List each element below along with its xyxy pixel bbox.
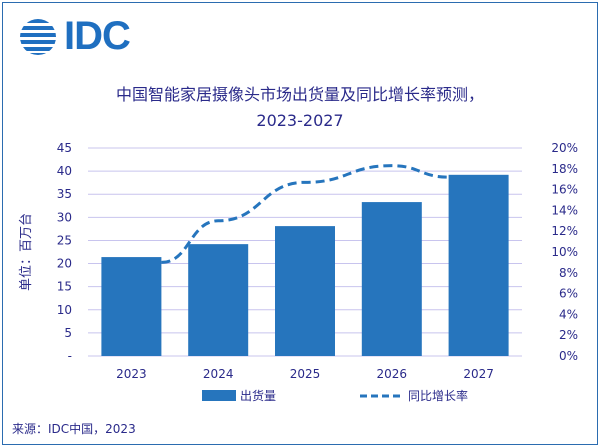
x-tick-label: 2027 — [463, 367, 494, 381]
y2-tick-label: 20% — [551, 141, 578, 155]
logo-text: IDC — [64, 14, 131, 58]
globe-icon — [20, 18, 56, 55]
bar-2023 — [101, 257, 162, 356]
x-tick-label: 2026 — [377, 367, 408, 381]
y-tick-label: - — [68, 349, 72, 363]
y-tick-label: 25 — [57, 233, 72, 247]
title-line-1: 中国智能家居摄像头市场出货量及同比增长率预测， — [115, 85, 484, 104]
y2-tick-label: 14% — [551, 203, 578, 217]
chart-title: 中国智能家居摄像头市场出货量及同比增长率预测， 2023-2027 — [0, 82, 600, 134]
y2-tick-label: 12% — [551, 224, 578, 238]
x-tick-label: 2024 — [203, 367, 234, 381]
y-tick-label: 30 — [57, 210, 72, 224]
x-tick-label: 2025 — [290, 367, 321, 381]
y-axis-label: 单位：百万台 — [19, 213, 34, 291]
source-note: 来源：IDC中国，2023 — [12, 422, 136, 436]
bar-2027 — [448, 174, 509, 356]
bar-2024 — [188, 244, 249, 356]
y-tick-label: 5 — [64, 326, 72, 340]
y2-tick-label: 18% — [551, 162, 578, 176]
bar-2026 — [361, 202, 422, 356]
y2-tick-label: 0% — [559, 349, 578, 363]
legend-swatch-bar — [202, 390, 236, 401]
x-tick-label: 2023 — [116, 367, 147, 381]
y-tick-label: 40 — [57, 164, 72, 178]
y2-tick-label: 4% — [559, 307, 578, 321]
y2-tick-label: 6% — [559, 287, 578, 301]
y2-tick-label: 2% — [559, 328, 578, 342]
y-tick-label: 45 — [57, 141, 72, 155]
growth-rate-line — [161, 164, 449, 264]
legend-label-bar: 出货量 — [240, 388, 276, 403]
idc-logo: IDC — [18, 14, 131, 59]
y2-tick-label: 8% — [559, 266, 578, 280]
y2-tick-label: 16% — [551, 183, 578, 197]
title-line-2: 2023-2027 — [256, 111, 344, 130]
y-tick-label: 20 — [57, 257, 72, 271]
y-tick-label: 35 — [57, 187, 72, 201]
y-tick-label: 15 — [57, 280, 72, 294]
legend-label-line: 同比增长率 — [408, 388, 468, 403]
y2-tick-label: 10% — [551, 245, 578, 259]
bar-2025 — [275, 226, 335, 356]
y-tick-label: 10 — [57, 303, 72, 317]
